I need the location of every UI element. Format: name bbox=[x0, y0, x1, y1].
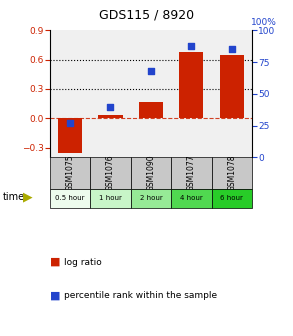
Text: 4 hour: 4 hour bbox=[180, 196, 203, 201]
Bar bbox=[90, 158, 131, 188]
Text: time: time bbox=[3, 192, 25, 202]
Text: ■: ■ bbox=[50, 291, 60, 301]
Text: 1 hour: 1 hour bbox=[99, 196, 122, 201]
Text: GSM1075: GSM1075 bbox=[66, 155, 74, 191]
Bar bbox=[98, 115, 122, 118]
Bar bbox=[131, 158, 171, 188]
Bar bbox=[212, 188, 252, 208]
Bar bbox=[131, 188, 171, 208]
Bar bbox=[90, 188, 131, 208]
Bar bbox=[220, 55, 244, 118]
Text: GSM1077: GSM1077 bbox=[187, 155, 196, 191]
Text: 6 hour: 6 hour bbox=[220, 196, 243, 201]
Text: GDS115 / 8920: GDS115 / 8920 bbox=[99, 9, 194, 22]
Point bbox=[229, 47, 234, 52]
Text: 0.5 hour: 0.5 hour bbox=[55, 196, 85, 201]
Text: GSM1078: GSM1078 bbox=[227, 155, 236, 191]
Point bbox=[68, 120, 72, 126]
Bar bbox=[212, 158, 252, 188]
Text: GSM1090: GSM1090 bbox=[146, 155, 155, 191]
Bar bbox=[171, 188, 212, 208]
Bar bbox=[171, 158, 212, 188]
Bar bbox=[179, 52, 203, 118]
Text: ▶: ▶ bbox=[23, 190, 33, 203]
Bar bbox=[50, 188, 90, 208]
Text: 2 hour: 2 hour bbox=[139, 196, 162, 201]
Bar bbox=[139, 102, 163, 118]
Point bbox=[108, 104, 113, 109]
Bar bbox=[50, 158, 90, 188]
Bar bbox=[58, 118, 82, 153]
Text: percentile rank within the sample: percentile rank within the sample bbox=[64, 291, 218, 300]
Text: ■: ■ bbox=[50, 257, 60, 267]
Text: 100%: 100% bbox=[251, 18, 277, 28]
Point bbox=[189, 43, 194, 48]
Text: log ratio: log ratio bbox=[64, 258, 102, 266]
Text: GSM1076: GSM1076 bbox=[106, 155, 115, 191]
Point bbox=[149, 68, 153, 74]
